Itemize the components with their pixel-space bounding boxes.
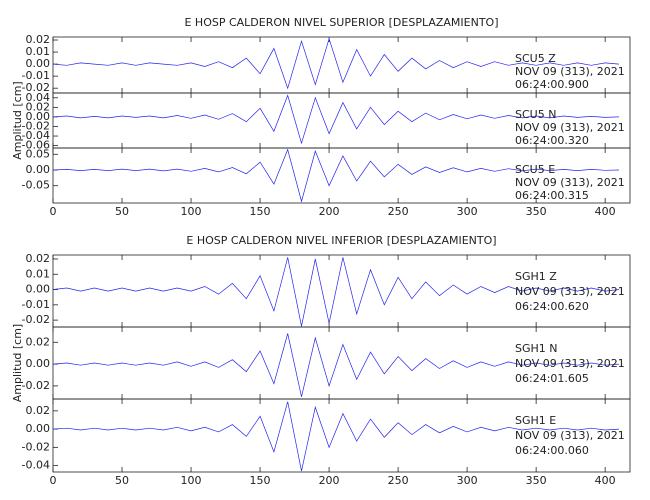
annotation-station: SCU5 E	[515, 163, 555, 176]
annotation-time: 06:24:01.605	[515, 372, 589, 385]
y-tick-label: 0.02	[26, 33, 51, 46]
y-tick-label: 0.01	[26, 267, 51, 280]
trace	[52, 148, 620, 203]
y-tick-label: -0.02	[22, 313, 50, 326]
y-tick-label: -0.02	[22, 119, 50, 132]
y-tick-label: 0.02	[26, 404, 51, 417]
annotation-station: SGH1 E	[515, 414, 556, 427]
y-tick-label: -0.02	[22, 81, 50, 94]
trace	[52, 37, 620, 90]
panel-title: E HOSP CALDERON NIVEL SUPERIOR [DESPLAZA…	[184, 16, 498, 29]
annotation-time: 06:24:00.320	[515, 134, 589, 147]
annotation-date: NOV 09 (313), 2021	[515, 285, 625, 298]
x-tick-label: 300	[457, 205, 478, 218]
x-tick-label: 200	[319, 205, 340, 218]
x-tick-label: 150	[250, 205, 271, 218]
y-axis-label: Amplitud [cm]	[11, 81, 24, 159]
x-tick-label: 100	[181, 474, 202, 487]
trace	[52, 257, 620, 327]
y-tick-label: 0.00	[26, 163, 51, 176]
annotation-station: SGH1 N	[515, 342, 558, 355]
y-tick-label: -0.04	[22, 129, 50, 142]
annotation-time: 06:24:00.620	[515, 300, 589, 313]
trace	[52, 333, 620, 397]
annotation-date: NOV 09 (313), 2021	[515, 176, 625, 189]
y-tick-label: 0.05	[26, 147, 51, 160]
annotation-date: NOV 09 (313), 2021	[515, 121, 625, 134]
annotation-time: 06:24:00.900	[515, 78, 589, 91]
panel-frame	[52, 147, 631, 204]
y-tick-label: 0.00	[26, 57, 51, 70]
annotation-station: SCU5 N	[515, 108, 556, 121]
y-tick-label: -0.01	[22, 298, 50, 311]
y-tick-label: -0.02	[22, 379, 50, 392]
annotation-station: SCU5 Z	[515, 52, 556, 65]
y-tick-label: -0.04	[22, 459, 50, 472]
y-axis-label: Amplitud [cm]	[11, 324, 24, 402]
x-tick-label: 50	[115, 205, 129, 218]
x-tick-label: 300	[457, 474, 478, 487]
panel-frame	[52, 398, 631, 473]
y-tick-label: 0.00	[26, 357, 51, 370]
y-tick-label: -0.05	[22, 179, 50, 192]
y-tick-label: 0.00	[26, 110, 51, 123]
annotation-time: 06:24:00.315	[515, 189, 589, 202]
x-tick-label: 0	[50, 474, 57, 487]
annotation-date: NOV 09 (313), 2021	[515, 357, 625, 370]
x-tick-label: 400	[595, 205, 616, 218]
y-tick-label: 0.04	[26, 91, 51, 104]
x-tick-label: 350	[526, 474, 547, 487]
annotation-time: 06:24:00.060	[515, 444, 589, 457]
x-tick-label: 250	[388, 474, 409, 487]
trace	[52, 401, 620, 472]
y-tick-label: 0.02	[26, 100, 51, 113]
y-tick-label: 0.00	[26, 283, 51, 296]
trace	[52, 94, 620, 145]
x-tick-label: 100	[181, 205, 202, 218]
annotation-date: NOV 09 (313), 2021	[515, 65, 625, 78]
x-tick-label: 350	[526, 205, 547, 218]
x-tick-label: 150	[250, 474, 271, 487]
x-tick-label: 400	[595, 474, 616, 487]
panel-title: E HOSP CALDERON NIVEL INFERIOR [DESPLAZA…	[186, 234, 496, 247]
y-tick-label: 0.00	[26, 422, 51, 435]
x-tick-label: 0	[50, 205, 57, 218]
x-tick-label: 250	[388, 205, 409, 218]
y-tick-label: 0.02	[26, 252, 51, 265]
annotation-station: SGH1 Z	[515, 270, 557, 283]
y-tick-label: -0.02	[22, 440, 50, 453]
y-tick-label: -0.01	[22, 69, 50, 82]
y-tick-label: -0.06	[22, 139, 50, 152]
y-tick-label: 0.02	[26, 335, 51, 348]
x-tick-label: 200	[319, 474, 340, 487]
x-tick-label: 50	[115, 474, 129, 487]
y-tick-label: 0.01	[26, 45, 51, 58]
annotation-date: NOV 09 (313), 2021	[515, 429, 625, 442]
